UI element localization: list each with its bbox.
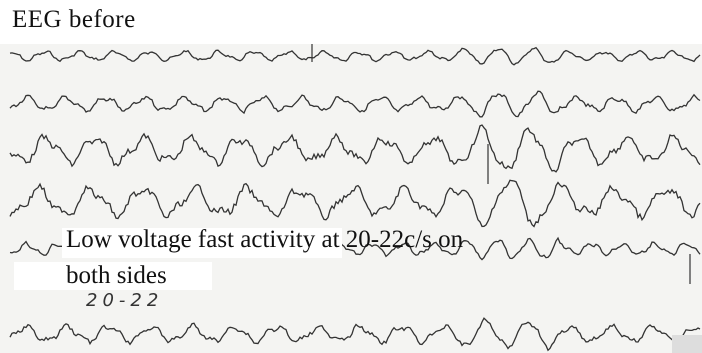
eeg-trace-6 bbox=[9, 317, 701, 352]
eeg-trace-4 bbox=[9, 179, 701, 228]
caption-line-1: Low voltage fast activity at 20-22c/s on bbox=[66, 226, 464, 253]
figure-title: EEG before bbox=[12, 6, 136, 33]
caption-line-2: both sides bbox=[66, 262, 167, 289]
handwritten-annotation: 20-22 bbox=[86, 290, 164, 311]
eeg-trace-3 bbox=[9, 124, 701, 173]
eeg-trace-1 bbox=[9, 46, 701, 66]
caption-background-2 bbox=[14, 262, 212, 290]
eeg-paper-background bbox=[0, 44, 702, 353]
paper-corner bbox=[672, 335, 702, 353]
caption-background bbox=[62, 228, 342, 258]
eeg-traces bbox=[9, 44, 701, 352]
eeg-trace-2 bbox=[9, 90, 701, 118]
